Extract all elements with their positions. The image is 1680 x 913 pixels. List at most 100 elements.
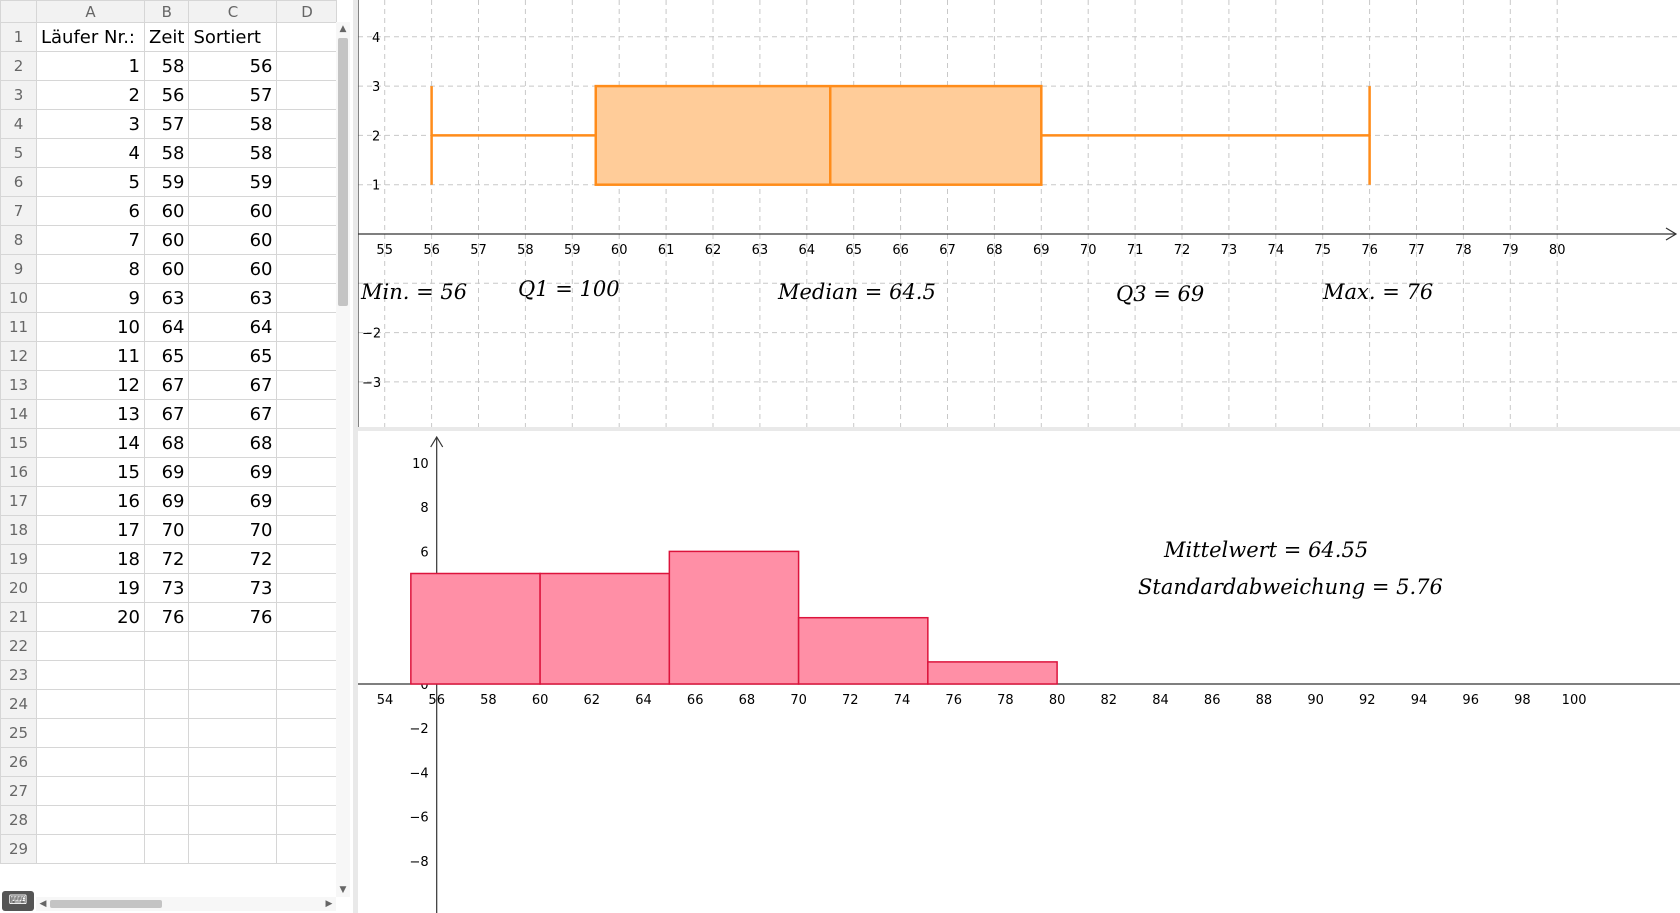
row-header[interactable]: 21	[0, 602, 37, 632]
histogram-bar[interactable]	[668, 550, 800, 685]
cell-empty[interactable]	[143, 718, 190, 748]
cell-empty[interactable]	[276, 196, 338, 226]
scroll-up-arrow-icon[interactable]: ▲	[339, 24, 347, 34]
column-header-c[interactable]: C	[188, 0, 278, 23]
cell-empty[interactable]	[36, 631, 145, 661]
cell-a1[interactable]: Läufer Nr.:	[36, 22, 145, 52]
cell-runner-number[interactable]: 9	[36, 283, 145, 313]
cell-sorted[interactable]: 72	[188, 544, 278, 574]
cell-d1[interactable]	[276, 22, 338, 52]
cell-time[interactable]: 67	[143, 399, 190, 429]
cell-time[interactable]: 63	[143, 283, 190, 313]
cell-runner-number[interactable]: 15	[36, 457, 145, 487]
iqr-box[interactable]	[594, 84, 1043, 186]
row-header[interactable]: 22	[0, 631, 37, 661]
row-header[interactable]: 14	[0, 399, 37, 429]
row-header[interactable]: 8	[0, 225, 37, 255]
q3-label[interactable]: Q3 = 69	[1116, 282, 1204, 306]
cell-empty[interactable]	[276, 573, 338, 603]
cell-sorted[interactable]: 60	[188, 196, 278, 226]
cell-runner-number[interactable]: 18	[36, 544, 145, 574]
cell-sorted[interactable]: 68	[188, 428, 278, 458]
cell-runner-number[interactable]: 8	[36, 254, 145, 284]
cell-sorted[interactable]: 56	[188, 51, 278, 81]
cell-runner-number[interactable]: 3	[36, 109, 145, 139]
cell-sorted[interactable]: 73	[188, 573, 278, 603]
cell-sorted[interactable]: 76	[188, 602, 278, 632]
row-header[interactable]: 25	[0, 718, 37, 748]
cell-time[interactable]: 76	[143, 602, 190, 632]
column-header-a[interactable]: A	[36, 0, 145, 23]
cell-empty[interactable]	[36, 776, 145, 806]
cell-sorted[interactable]: 69	[188, 457, 278, 487]
cell-runner-number[interactable]: 2	[36, 80, 145, 110]
histogram-bar[interactable]	[797, 616, 929, 685]
histogram-bar[interactable]	[410, 572, 541, 685]
cell-time[interactable]: 65	[143, 341, 190, 371]
cell-empty[interactable]	[276, 312, 338, 342]
median-label[interactable]: Median = 64.5	[777, 280, 936, 304]
cell-empty[interactable]	[276, 109, 338, 139]
cell-empty[interactable]	[143, 834, 190, 864]
cell-runner-number[interactable]: 10	[36, 312, 145, 342]
cell-empty[interactable]	[36, 834, 145, 864]
histogram[interactable]	[410, 550, 1058, 685]
cell-time[interactable]: 73	[143, 573, 190, 603]
row-header[interactable]: 29	[0, 834, 37, 864]
row-header[interactable]: 20	[0, 573, 37, 603]
row-header[interactable]: 6	[0, 167, 37, 197]
cell-time[interactable]: 67	[143, 370, 190, 400]
cell-empty[interactable]	[276, 805, 338, 835]
cell-empty[interactable]	[276, 834, 338, 864]
cell-empty[interactable]	[36, 689, 145, 719]
cell-empty[interactable]	[143, 631, 190, 661]
cell-empty[interactable]	[143, 747, 190, 777]
view-divider[interactable]	[353, 0, 358, 913]
histogram-graphics-view[interactable]: 54 56 58 60 62 64 66 68 70 72 74 76 78 80 82 84 86 88 90 92…	[358, 431, 1680, 913]
row-header[interactable]: 3	[0, 80, 37, 110]
row-header[interactable]: 1	[0, 22, 37, 52]
cell-empty[interactable]	[188, 834, 278, 864]
row-header[interactable]: 15	[0, 428, 37, 458]
cell-runner-number[interactable]: 17	[36, 515, 145, 545]
row-header[interactable]: 24	[0, 689, 37, 719]
cell-empty[interactable]	[36, 747, 145, 777]
cell-empty[interactable]	[276, 718, 338, 748]
row-header[interactable]: 10	[0, 283, 37, 313]
scroll-down-arrow-icon[interactable]: ▼	[339, 885, 347, 895]
cell-runner-number[interactable]: 16	[36, 486, 145, 516]
cell-time[interactable]: 70	[143, 515, 190, 545]
cell-runner-number[interactable]: 19	[36, 573, 145, 603]
spreadsheet-view[interactable]: A B C D 1 Läufer Nr.: Zeit Sortiert 2 1 58 56 3 2…	[0, 0, 353, 913]
row-header[interactable]: 7	[0, 196, 37, 226]
cell-empty[interactable]	[188, 660, 278, 690]
row-header[interactable]: 16	[0, 457, 37, 487]
row-header[interactable]: 2	[0, 51, 37, 81]
cell-empty[interactable]	[276, 167, 338, 197]
column-header-d[interactable]: D	[276, 0, 338, 23]
cell-time[interactable]: 60	[143, 225, 190, 255]
cell-empty[interactable]	[276, 544, 338, 574]
cell-c1[interactable]: Sortiert	[188, 22, 278, 52]
cell-runner-number[interactable]: 6	[36, 196, 145, 226]
cell-empty[interactable]	[276, 747, 338, 777]
cell-time[interactable]: 69	[143, 457, 190, 487]
cell-runner-number[interactable]: 5	[36, 167, 145, 197]
mean-label[interactable]: Mittelwert = 64.55	[1163, 538, 1368, 562]
cell-empty[interactable]	[276, 660, 338, 690]
row-header[interactable]: 12	[0, 341, 37, 371]
cell-runner-number[interactable]: 7	[36, 225, 145, 255]
cell-time[interactable]: 68	[143, 428, 190, 458]
spreadsheet-grid[interactable]: A B C D 1 Läufer Nr.: Zeit Sortiert 2 1 58 56 3 2…	[0, 0, 338, 864]
cell-sorted[interactable]: 59	[188, 167, 278, 197]
max-label[interactable]: Max. = 76	[1322, 280, 1433, 304]
cell-sorted[interactable]: 63	[188, 283, 278, 313]
cell-time[interactable]: 64	[143, 312, 190, 342]
cell-empty[interactable]	[276, 138, 338, 168]
cell-empty[interactable]	[276, 602, 338, 632]
cell-time[interactable]: 72	[143, 544, 190, 574]
cell-runner-number[interactable]: 4	[36, 138, 145, 168]
column-header-b[interactable]: B	[143, 0, 190, 23]
cell-time[interactable]: 58	[143, 138, 190, 168]
cell-time[interactable]: 60	[143, 254, 190, 284]
